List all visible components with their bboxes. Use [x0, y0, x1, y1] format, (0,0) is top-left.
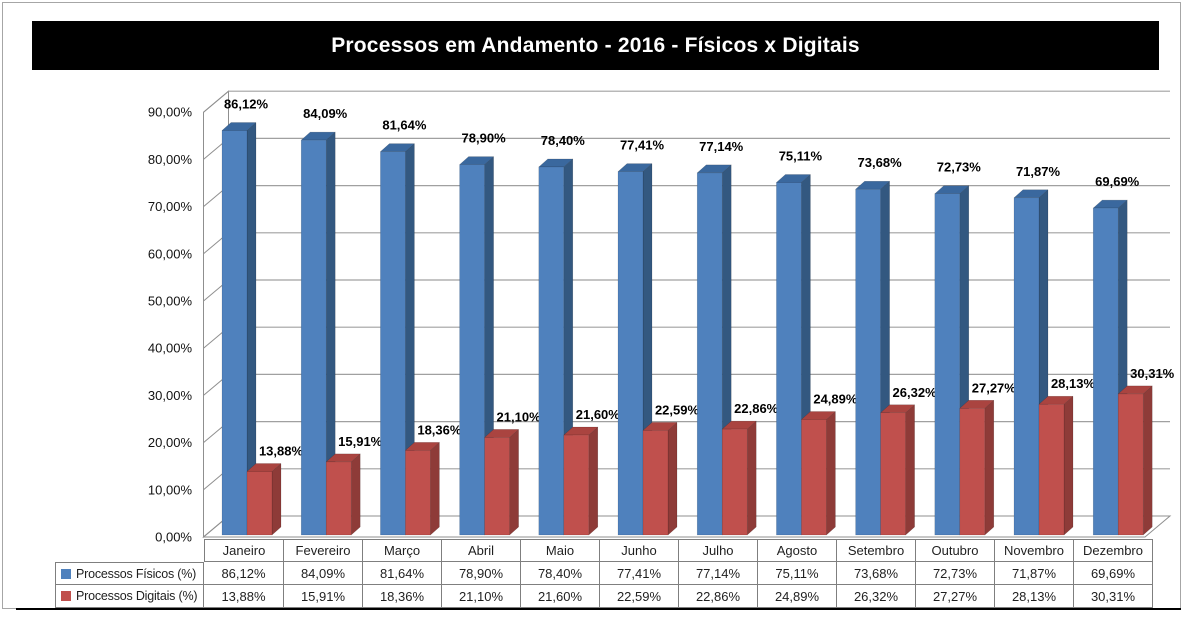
month-header-cell-dezembro: Dezembro — [1074, 539, 1153, 562]
bottom-rule — [16, 608, 1181, 610]
value-cell-processos-fisicos-junho: 77,41% — [600, 562, 679, 585]
value-cell-processos-digitais-dezembro: 30,31% — [1074, 585, 1153, 608]
legend-cell-processos-digitais: Processos Digitais (%) — [55, 585, 204, 608]
table-row: Processos Digitais (%) 13,88% 15,91% 18,36%… — [55, 585, 1153, 608]
legend-cell-processos-fisicos: Processos Físicos (%) — [55, 562, 204, 585]
legend-label: Processos Físicos (%) — [76, 566, 197, 581]
value-cell-processos-fisicos-dezembro: 69,69% — [1074, 562, 1153, 585]
month-header-cell-marco: Março — [363, 539, 442, 562]
table-row: Processos Físicos (%) 86,12% 84,09% 81,64% 7… — [55, 562, 1153, 585]
month-header-cell-novembro: Novembro — [995, 539, 1074, 562]
value-cell-processos-fisicos-fevereiro: 84,09% — [284, 562, 363, 585]
chart-title-banner: Processos em Andamento - 2016 - Físicos … — [32, 21, 1159, 70]
value-cell-processos-digitais-janeiro: 13,88% — [204, 585, 284, 608]
month-header-cell-setembro: Setembro — [837, 539, 916, 562]
value-cell-processos-digitais-abril: 21,10% — [442, 585, 521, 608]
value-cell-processos-digitais-marco: 18,36% — [363, 585, 442, 608]
value-cell-processos-fisicos-marco: 81,64% — [363, 562, 442, 585]
value-cell-processos-digitais-setembro: 26,32% — [837, 585, 916, 608]
month-header-cell-julho: Julho — [679, 539, 758, 562]
data-table: Janeiro Fevereiro Março Abril Maio Junho Julho… — [55, 539, 1153, 608]
month-header-cell-fevereiro: Fevereiro — [284, 539, 363, 562]
value-cell-processos-digitais-julho: 22,86% — [679, 585, 758, 608]
value-cell-processos-fisicos-maio: 78,40% — [521, 562, 600, 585]
month-header-cell-junho: Junho — [600, 539, 679, 562]
value-cell-processos-fisicos-agosto: 75,11% — [758, 562, 837, 585]
value-cell-processos-digitais-novembro: 28,13% — [995, 585, 1074, 608]
value-cell-processos-digitais-agosto: 24,89% — [758, 585, 837, 608]
value-cell-processos-digitais-maio: 21,60% — [521, 585, 600, 608]
value-cell-processos-digitais-fevereiro: 15,91% — [284, 585, 363, 608]
month-header-cell-agosto: Agosto — [758, 539, 837, 562]
value-cell-processos-fisicos-setembro: 73,68% — [837, 562, 916, 585]
month-header-cell-janeiro: Janeiro — [204, 539, 284, 562]
value-cell-processos-fisicos-outubro: 72,73% — [916, 562, 995, 585]
table-corner-blank — [55, 539, 204, 562]
value-cell-processos-fisicos-janeiro: 86,12% — [204, 562, 284, 585]
legend-swatch-processos-fisicos — [61, 568, 71, 579]
chart-title: Processos em Andamento - 2016 - Físicos … — [331, 33, 860, 57]
value-cell-processos-fisicos-novembro: 71,87% — [995, 562, 1074, 585]
month-header-cell-outubro: Outubro — [916, 539, 995, 562]
legend-label: Processos Digitais (%) — [76, 589, 198, 603]
outer-frame — [2, 2, 1181, 609]
month-header-cell-abril: Abril — [442, 539, 521, 562]
table-header-row: Janeiro Fevereiro Março Abril Maio Junho Julho… — [55, 539, 1153, 562]
value-cell-processos-fisicos-julho: 77,14% — [679, 562, 758, 585]
value-cell-processos-digitais-junho: 22,59% — [600, 585, 679, 608]
value-cell-processos-fisicos-abril: 78,90% — [442, 562, 521, 585]
value-cell-processos-digitais-outubro: 27,27% — [916, 585, 995, 608]
month-header-cell-maio: Maio — [521, 539, 600, 562]
legend-swatch-processos-digitais — [61, 591, 71, 601]
